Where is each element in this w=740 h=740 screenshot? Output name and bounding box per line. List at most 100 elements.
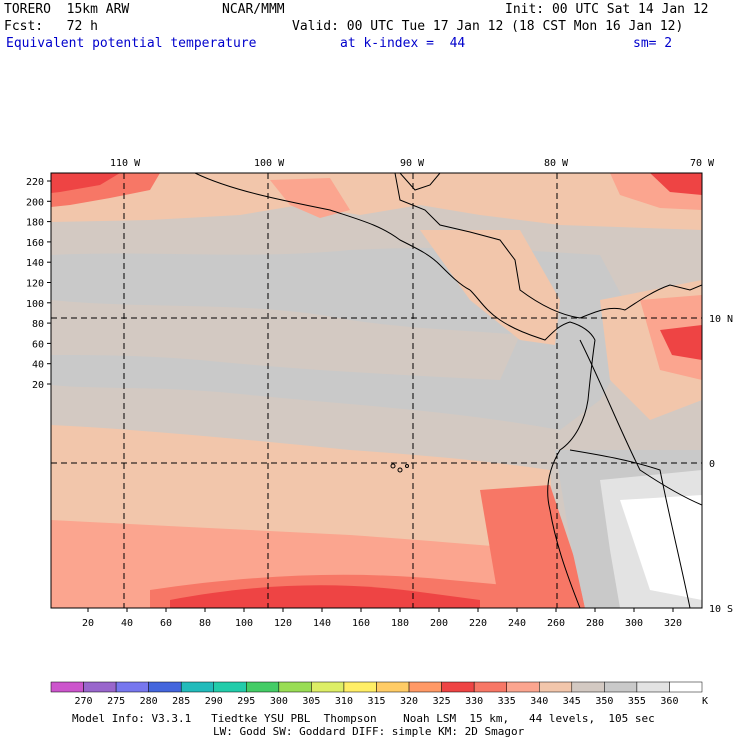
mexico-coastline — [194, 173, 471, 291]
colorbar-level-label: 345 — [563, 696, 581, 706]
colorbar-swatch — [311, 681, 345, 693]
lon-label-70w: 70 W — [690, 158, 715, 169]
andes-border — [579, 339, 702, 506]
pacific-south-coast — [547, 339, 596, 608]
bottom-tick-label: 260 — [547, 618, 565, 629]
yucatan-coast — [399, 173, 441, 191]
equivalent-potential-temperature-map: 110 W 100 W 90 W 80 W 70 W 10 N 0 10 S 2… — [26, 158, 733, 629]
bottom-tick-label: 240 — [508, 618, 526, 629]
north-hot-core-east — [650, 173, 702, 195]
bottom-grid-axis: 20 40 60 80 100 120 140 160 180 200 220 240 260 280 30… — [82, 608, 682, 629]
galapagos-islands — [390, 463, 409, 473]
valid-time: Valid: 00 UTC Tue 17 Jan 12 (18 CST Mon … — [292, 19, 684, 34]
colorbar-swatch — [180, 681, 214, 693]
colorbar-level-label: 300 — [270, 696, 288, 706]
colorbar-level-label: 320 — [400, 696, 418, 706]
colorbar-level-label: 305 — [302, 696, 320, 706]
bottom-tick-label: 160 — [352, 618, 370, 629]
init-time: Init: 00 UTC Sat 14 Jan 12 — [505, 2, 709, 17]
bottom-tick-label: 40 — [121, 618, 133, 629]
left-tick-label: 160 — [26, 238, 44, 249]
colorbar-swatch — [669, 681, 703, 693]
colorbar-level-label: 355 — [628, 696, 646, 706]
colorbar-swatch — [506, 681, 540, 693]
central-america-coastline — [469, 289, 596, 341]
venezuela-core — [660, 325, 702, 360]
colorbar-swatch — [343, 681, 377, 693]
bottom-tick-label: 180 — [391, 618, 409, 629]
colorbar-level-label: 315 — [367, 696, 385, 706]
organization-label: NCAR/MMM — [222, 2, 285, 17]
colorbar-level-label: 325 — [433, 696, 451, 706]
colorbar-swatch — [83, 681, 117, 693]
colorbar-level-label: 295 — [237, 696, 255, 706]
colorbar-swatch — [408, 681, 442, 693]
lon-label-100w: 100 W — [254, 158, 285, 169]
bottom-tick-label: 300 — [625, 618, 643, 629]
left-tick-label: 220 — [26, 177, 44, 188]
colorbar-level-label: 275 — [107, 696, 125, 706]
bottom-tick-label: 100 — [235, 618, 253, 629]
model-title: TORERO 15km ARW — [4, 2, 130, 17]
lon-label-80w: 80 W — [544, 158, 569, 169]
bottom-tick-label: 120 — [274, 618, 292, 629]
north-hot-patch-mexico — [270, 178, 350, 218]
colorbar-swatch — [473, 681, 507, 693]
map-frame — [50, 172, 703, 609]
level-label: at k-index = 44 — [340, 36, 466, 51]
forecast-hour: Fcst: 72 h — [4, 19, 98, 34]
peru-border — [569, 449, 691, 608]
colorbar-swatch — [115, 681, 149, 693]
caribbean-coastline — [394, 173, 581, 319]
field-name: Equivalent potential temperature — [6, 36, 257, 51]
bottom-tick-label: 20 — [82, 618, 94, 629]
bottom-tick-label: 220 — [469, 618, 487, 629]
bottom-tick-label: 200 — [430, 618, 448, 629]
colorbar: 270 275 280 285 290 295 300 305 310 315 320 325 330 3… — [50, 681, 708, 706]
south-hot-core — [170, 585, 480, 608]
left-tick-label: 120 — [26, 279, 44, 290]
left-tick-label: 140 — [26, 258, 44, 269]
central-america-warm — [420, 230, 560, 345]
colorbar-level-label: 330 — [465, 696, 483, 706]
left-tick-label: 200 — [26, 197, 44, 208]
colorbar-swatch — [148, 681, 182, 693]
peru-coast-warm — [480, 485, 585, 608]
left-tick-label: 60 — [32, 339, 44, 350]
colorbar-level-label: 360 — [660, 696, 678, 706]
left-tick-label: 100 — [26, 299, 44, 310]
bottom-tick-label: 140 — [313, 618, 331, 629]
colorbar-swatch — [246, 681, 280, 693]
colorbar-level-label: 285 — [172, 696, 190, 706]
lat-label-10n: 10 N — [709, 314, 733, 325]
left-tick-label: 20 — [32, 380, 44, 391]
colorbar-swatch — [441, 681, 475, 693]
bottom-tick-label: 80 — [199, 618, 211, 629]
lat-label-10s: 10 S — [709, 604, 733, 615]
lat-label-0: 0 — [709, 459, 715, 470]
smoothing-label: sm= 2 — [633, 36, 673, 51]
bottom-tick-label: 320 — [664, 618, 682, 629]
colorbar-swatch — [376, 681, 410, 693]
model-info-line: Model Info: V3.3.1 Tiedtke YSU PBL Thomp… — [72, 712, 655, 725]
colorbar-swatch — [278, 681, 312, 693]
bottom-tick-label: 60 — [160, 618, 172, 629]
left-tick-label: 80 — [32, 319, 44, 330]
colorbar-unit: K — [702, 696, 708, 706]
left-tick-label: 180 — [26, 218, 44, 229]
north-warm-band — [51, 173, 702, 230]
colorbar-swatch — [50, 681, 84, 693]
colombia-coastline — [579, 284, 702, 319]
colorbar-swatch — [604, 681, 638, 693]
amazon-white — [620, 495, 702, 600]
tropical-tan-core — [51, 300, 520, 380]
colorbar-level-label: 310 — [335, 696, 353, 706]
colorbar-level-label: 350 — [595, 696, 613, 706]
left-grid-axis: 220 200 180 160 140 120 100 80 60 40 20 — [26, 177, 51, 391]
colorbar-level-label: 335 — [498, 696, 516, 706]
colorbar-swatch — [571, 681, 605, 693]
colorbar-swatch — [636, 681, 670, 693]
north-hot-core-west — [51, 173, 120, 193]
colorbar-level-label: 340 — [530, 696, 548, 706]
colorbar-swatch — [213, 681, 247, 693]
